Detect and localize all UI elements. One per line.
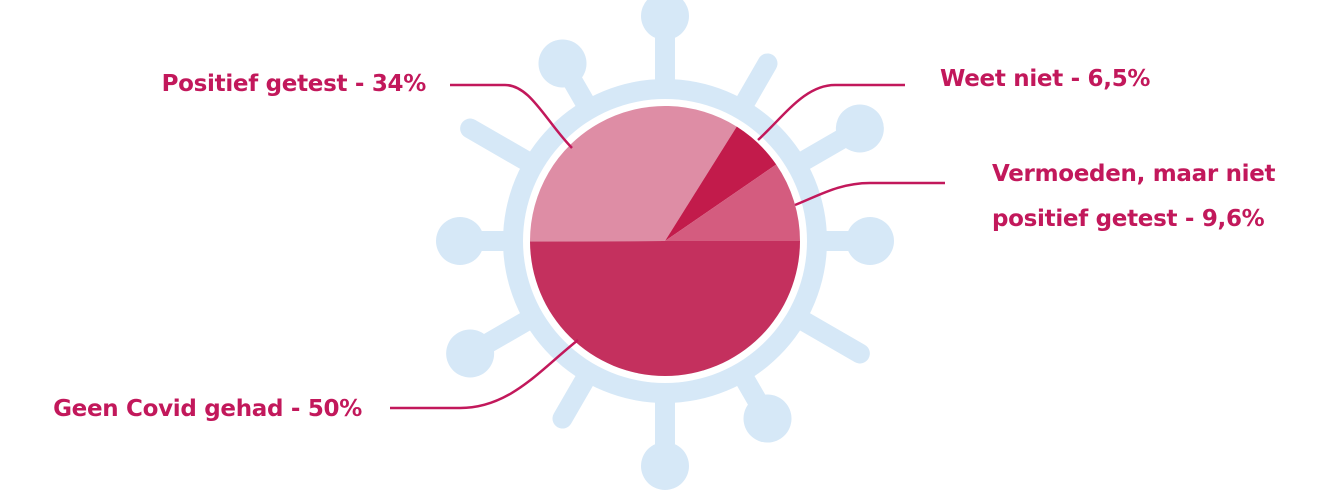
slice-label: Weet niet - 6,5% bbox=[940, 66, 1151, 92]
pie-slice bbox=[665, 126, 777, 241]
virus-knob bbox=[538, 39, 587, 88]
slice-label: Geen Covid gehad - 50% bbox=[53, 396, 362, 422]
virus-knob bbox=[846, 217, 894, 265]
leader-line bbox=[794, 181, 945, 207]
pie-slice bbox=[665, 164, 800, 241]
virus-knob bbox=[641, 0, 689, 40]
virus-knob bbox=[743, 394, 792, 443]
virus-knob bbox=[446, 329, 495, 378]
leader-line bbox=[757, 83, 905, 141]
pie-slice bbox=[530, 241, 800, 376]
virus-knob bbox=[641, 442, 689, 490]
pie bbox=[530, 105, 800, 376]
pie-slice bbox=[530, 105, 737, 242]
virus-knob bbox=[835, 104, 884, 153]
slice-label: Positief getest - 34% bbox=[161, 71, 427, 97]
leader-line bbox=[390, 339, 579, 410]
leader-line bbox=[450, 83, 573, 149]
slice-label: Vermoeden, maar niet positief getest - 9… bbox=[992, 161, 1276, 232]
virus-knob bbox=[436, 217, 484, 265]
leader-lines bbox=[390, 83, 945, 410]
